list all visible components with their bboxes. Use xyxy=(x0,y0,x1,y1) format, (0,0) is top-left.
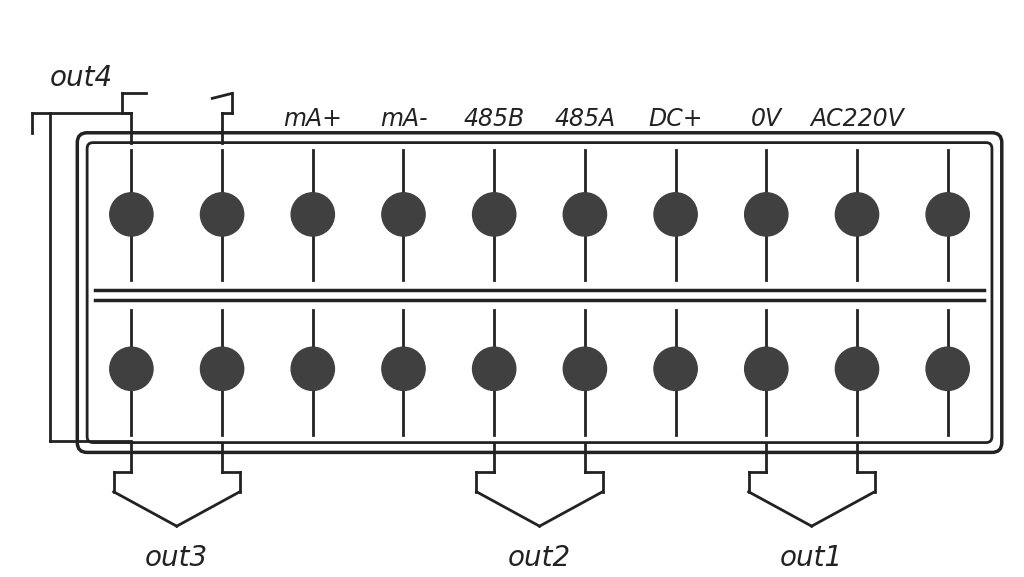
Text: out4: out4 xyxy=(50,64,113,92)
Circle shape xyxy=(382,347,425,391)
FancyBboxPatch shape xyxy=(77,133,1001,452)
Text: out3: out3 xyxy=(145,544,208,572)
Text: AC220V: AC220V xyxy=(810,107,904,131)
Circle shape xyxy=(744,347,787,391)
Text: 485B: 485B xyxy=(464,107,525,131)
Circle shape xyxy=(926,193,970,236)
Circle shape xyxy=(654,347,697,391)
Circle shape xyxy=(472,193,516,236)
Text: mA+: mA+ xyxy=(284,107,342,131)
Circle shape xyxy=(836,347,879,391)
Text: 0V: 0V xyxy=(751,107,782,131)
Circle shape xyxy=(291,347,335,391)
Circle shape xyxy=(472,347,516,391)
Circle shape xyxy=(110,347,153,391)
Circle shape xyxy=(654,193,697,236)
Circle shape xyxy=(382,193,425,236)
Text: out2: out2 xyxy=(508,544,571,572)
Circle shape xyxy=(836,193,879,236)
Circle shape xyxy=(744,193,787,236)
Circle shape xyxy=(563,347,606,391)
Text: out1: out1 xyxy=(780,544,843,572)
Text: DC+: DC+ xyxy=(648,107,702,131)
Text: mA-: mA- xyxy=(380,107,427,131)
Circle shape xyxy=(110,193,153,236)
Circle shape xyxy=(291,193,335,236)
Circle shape xyxy=(563,193,606,236)
Circle shape xyxy=(201,347,244,391)
Circle shape xyxy=(201,193,244,236)
Circle shape xyxy=(926,347,970,391)
Text: 485A: 485A xyxy=(554,107,615,131)
